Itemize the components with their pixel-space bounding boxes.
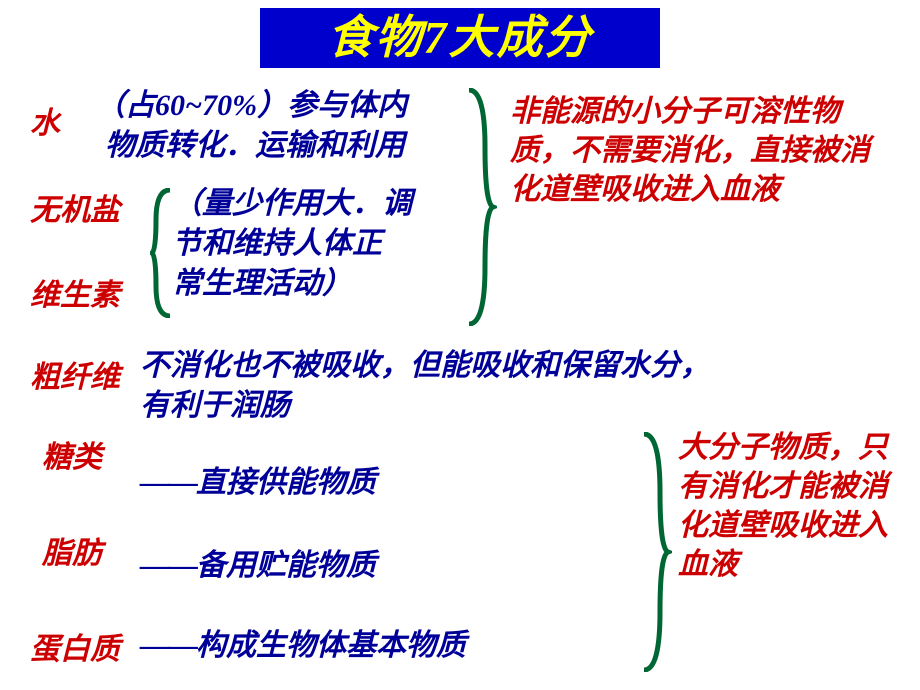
desc-water-line2: 物质转化．运输和利用 — [105, 128, 405, 164]
desc-protein: ——构成生物体基本物质 — [140, 628, 466, 664]
brace-top-group — [465, 88, 497, 326]
label-fat: 脂肪 — [42, 528, 102, 572]
dash-icon: —— — [140, 549, 196, 582]
desc-fiber-line1: 不消化也不被吸收，但能吸收和保留水分， — [140, 348, 710, 384]
desc-protein-text: 构成生物体基本物质 — [196, 629, 466, 662]
desc-salt-line2: 节和维持人体正 — [172, 226, 382, 262]
desc-sugar: ——直接供能物质 — [140, 465, 376, 501]
desc-sugar-text: 直接供能物质 — [196, 466, 376, 499]
desc-fat-text: 备用贮能物质 — [196, 549, 376, 582]
label-sugar: 糖类 — [42, 432, 102, 476]
slide-title: 食物7大成分 — [260, 8, 660, 68]
side-note-top: 非能源的小分子可溶性物质，不需要消化，直接被消化道壁吸收进入血液 — [510, 92, 890, 209]
brace-salt-vitamin — [150, 188, 174, 318]
desc-salt-line1: （量少作用大．调 — [172, 186, 412, 222]
desc-water-line1: （占60~70%）参与体内 — [95, 88, 407, 124]
desc-salt-line3: 常生理活动） — [172, 266, 352, 302]
dash-icon: —— — [140, 629, 196, 662]
side-note-bottom: 大分子物质，只有消化才能被消化道壁吸收进入血液 — [678, 428, 908, 584]
desc-fat: ——备用贮能物质 — [140, 548, 376, 584]
label-protein: 蛋白质 — [30, 624, 120, 668]
label-salt: 无机盐 — [30, 185, 120, 229]
slide-root: 食物7大成分 水 无机盐 维生素 粗纤维 糖类 脂肪 蛋白质 （占60~70%）… — [0, 0, 920, 690]
label-vitamin: 维生素 — [30, 270, 120, 314]
dash-icon: —— — [140, 466, 196, 499]
label-fiber: 粗纤维 — [30, 352, 120, 396]
label-water: 水 — [30, 98, 60, 142]
desc-fiber-line2: 有利于润肠 — [140, 388, 290, 424]
brace-bottom-group — [640, 432, 672, 672]
